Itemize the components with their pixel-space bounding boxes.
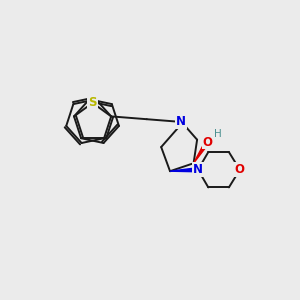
Text: N: N [193, 163, 203, 176]
Polygon shape [170, 168, 198, 172]
Text: N: N [176, 115, 186, 128]
Text: O: O [202, 136, 212, 148]
Polygon shape [194, 142, 208, 163]
Text: H: H [214, 129, 222, 140]
Text: S: S [88, 96, 97, 110]
Text: O: O [235, 163, 245, 176]
